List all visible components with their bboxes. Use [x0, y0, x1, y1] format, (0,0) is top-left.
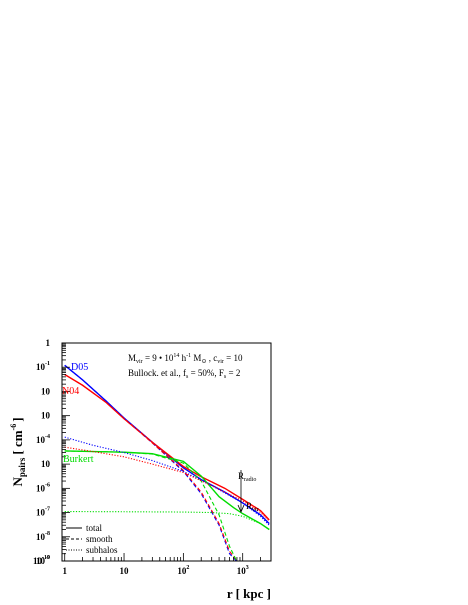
series-line-n04-total	[64, 373, 270, 521]
y-tick-label: 10-6	[36, 482, 50, 493]
x-tick-label: 10	[120, 566, 130, 576]
y-axis-title-close: ]	[10, 417, 25, 421]
y-tick-label: 10-4	[36, 434, 50, 445]
series-line-n04-smooth	[64, 374, 238, 561]
ann1-d-sub: ⊙	[201, 359, 206, 365]
x-tick-label: 1	[62, 566, 67, 576]
ann1-a-sub: vir	[136, 359, 143, 365]
legend-label-smooth: smooth	[86, 534, 113, 544]
labels-group: 1 10 102 103 1 10-1 10 10 10-4 10 10-6 10-7 10-8 10-9…	[33, 338, 249, 576]
y-tick-label: 10-8	[36, 531, 50, 542]
legend-label-total: total	[86, 523, 102, 533]
series-line-n04-subhalos	[64, 446, 270, 522]
series-line-burkert-subhalos	[64, 511, 270, 530]
ann1-e-sub: vir	[217, 359, 224, 365]
ann2-a: Bullock. et al., f	[128, 368, 186, 378]
axes-group	[62, 342, 272, 562]
ann2-b-sub: s	[224, 374, 227, 380]
x-axis-title: r [ kpc ]	[227, 586, 271, 601]
radius-label-radio: Rradio	[238, 471, 256, 483]
ann1-e: , c	[206, 353, 217, 363]
y-tick-label: 10-10	[33, 555, 50, 566]
series-group	[64, 364, 270, 561]
y-tick-label: 10	[41, 459, 51, 469]
x-tick-label: 103	[237, 565, 249, 576]
radius-marker-arrow-icon	[237, 504, 245, 514]
series-label-d05: D05	[71, 362, 88, 373]
y-tick-label: 10	[41, 386, 51, 396]
y-tick-label: 10-9	[36, 555, 50, 566]
ann1-b-sup: 14	[173, 353, 179, 359]
y-tick-label: 10	[41, 411, 51, 421]
series-label-n04: N04	[62, 386, 79, 397]
ann1-f: = 10	[224, 353, 243, 363]
radius-markers: Rradio Rvir	[237, 470, 259, 514]
radius-vir-sub: vir	[252, 507, 259, 513]
series-line-burkert-smooth	[64, 450, 238, 561]
ann1-c-sup: -1	[186, 353, 191, 359]
ann2-b: = 50%, F	[188, 368, 224, 378]
ann1-c: h	[179, 353, 186, 363]
y-axis-title-unit: [ cm	[10, 430, 25, 454]
radius-vir-main: R	[246, 501, 252, 511]
y-axis-title: Npairs [ cm-6]	[9, 417, 27, 486]
series-label-burkert: Burkert	[63, 454, 94, 465]
y-axis-title-main: N	[10, 477, 25, 487]
radius-label-vir: Rvir	[246, 501, 259, 513]
y-tick-label: 10-7	[36, 507, 50, 518]
ann1-d: M	[191, 353, 201, 363]
legend-label-subhalos: subhalos	[86, 545, 118, 555]
x-tick-label: 102	[177, 565, 189, 576]
y-axis-title-sub: pairs	[17, 457, 27, 477]
ann1-b: = 9 • 10	[143, 353, 174, 363]
y-tick-label: 1	[46, 338, 51, 348]
annotation-line-1: Mvir = 9 • 1014 h-1 M⊙ , cvir = 10	[128, 353, 243, 365]
radius-radio-sub: radio	[244, 477, 256, 483]
y-axis-title-unit-exp: -6	[9, 424, 18, 431]
series-line-burkert-total	[64, 450, 270, 531]
plot-frame	[61, 342, 272, 562]
annotation-line-2: Bullock. et al., fs = 50%, Fs = 2	[128, 368, 240, 380]
ann2-c: = 2	[226, 368, 240, 378]
ann2-a-sub: s	[186, 374, 189, 380]
legend: total smooth subhalos	[66, 523, 118, 555]
y-tick-label: 10-1	[36, 361, 50, 372]
ann1-a: M	[128, 353, 136, 363]
radius-radio-main: R	[238, 471, 244, 481]
series-line-d05-total	[64, 364, 270, 525]
series-line-d05-subhalos	[64, 436, 270, 526]
